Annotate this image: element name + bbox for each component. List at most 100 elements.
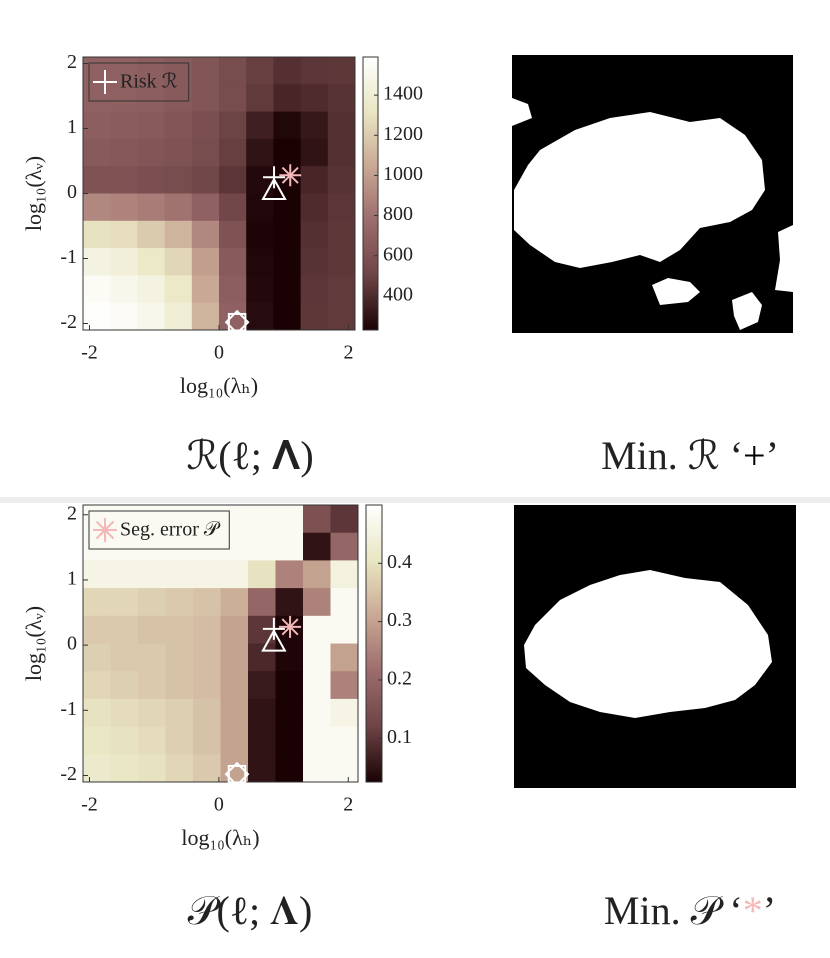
y-axis-label: log₁₀(λᵥ) [21,156,46,231]
colorbar-tick-label: 1200 [383,123,423,145]
heat-cell [137,57,166,85]
heat-cell [248,726,276,755]
heat-cell [300,138,329,167]
heat-cell [193,505,221,534]
heat-cell [246,193,274,222]
heat-cell [138,643,166,672]
heat-cell [330,615,359,644]
heat-cell [275,754,304,783]
heat-cell [191,193,220,222]
heat-cell [193,754,221,783]
mask-bottom [514,505,796,788]
heat-cell [191,84,220,113]
heat-cell [273,220,302,249]
heat-cell [110,84,138,113]
heat-cell [138,560,166,589]
mask-caption: Min. 𝒫 ‘*’ [604,888,776,933]
heat-cell [330,754,359,783]
heat-cell [83,275,111,304]
x-axis-label: log₁₀(λₕ) [180,373,258,398]
heat-cell [165,671,194,700]
y-tick-label: 1 [67,116,77,138]
y-tick-label: -2 [60,763,77,785]
heat-cell [137,166,166,194]
heat-cell [246,111,274,140]
marker-square [227,764,247,784]
heat-cell [110,505,139,534]
x-axis-label: log₁₀(λₕ) [181,825,259,850]
heat-cell [246,57,274,85]
heat-cell [137,193,166,222]
heat-cell [193,615,221,644]
heat-cell [220,698,249,728]
heat-cell [330,505,359,534]
heat-cell [220,726,249,755]
heat-cell [327,57,356,85]
heat-cell [193,588,221,617]
heat-cell [110,671,139,700]
heat-cell [220,615,249,644]
heat-cell [300,84,329,113]
marker-asterisk [281,166,299,184]
heat-cell [110,302,138,331]
heat-cell [273,57,302,85]
heat-cell [273,302,302,331]
heat-cell [275,643,304,672]
colorbar [362,56,379,331]
colorbar-tick-label: 400 [383,283,413,305]
colorbar [365,504,383,783]
heat-cell [83,166,111,194]
heat-cell [164,302,193,331]
heat-cell [248,505,276,534]
heat-cell [303,532,331,561]
y-axis-label: log₁₀(λᵥ) [21,606,46,681]
mask-caption-part: ’ [766,433,779,478]
divider [0,497,830,503]
heat-cell [83,84,111,113]
colorbar-tick-label: 800 [383,203,413,225]
colorbar-tick-label: 1400 [383,83,423,105]
marker-diamond [224,761,250,787]
legend-label: Risk ℛ [120,71,178,93]
y-tick-label: 1 [67,568,77,590]
heat-cell [83,220,111,249]
heat-cell [246,302,274,331]
heat-cell [191,57,220,85]
heat-cell [273,275,302,304]
heat-cell [219,248,247,276]
heat-cell [164,57,193,85]
heat-cell [275,560,304,589]
heat-cell [193,671,221,700]
heat-cell [246,275,274,304]
heat-cell [248,698,276,728]
heat-cell [220,532,249,561]
mask-caption-part: ’ [763,888,776,933]
mask-caption-part: + [743,433,766,478]
heat-cell [138,754,166,783]
heat-cell [165,588,194,617]
heat-cell [330,671,359,700]
heat-cell [219,275,247,304]
heat-cell [330,698,359,728]
heat-cell [110,588,139,617]
x-tick-label: 2 [343,794,353,816]
heat-cell [137,248,166,276]
heat-cell [330,643,359,672]
heat-cell [303,588,331,617]
heat-cell [248,643,276,672]
heat-cell [193,560,221,589]
heat-cell [330,588,359,617]
heat-cell [83,671,111,700]
heat-cell [193,698,221,728]
heat-cell [83,302,111,331]
heat-cell [137,220,166,249]
heat-cell [110,643,139,672]
heat-cell [248,560,276,589]
heat-cell [164,138,193,167]
heat-cell [303,698,331,728]
heat-cell [327,111,356,140]
heat-cell [327,248,356,276]
heat-cell [327,138,356,167]
heat-cell [303,671,331,700]
heat-cell [165,643,194,672]
